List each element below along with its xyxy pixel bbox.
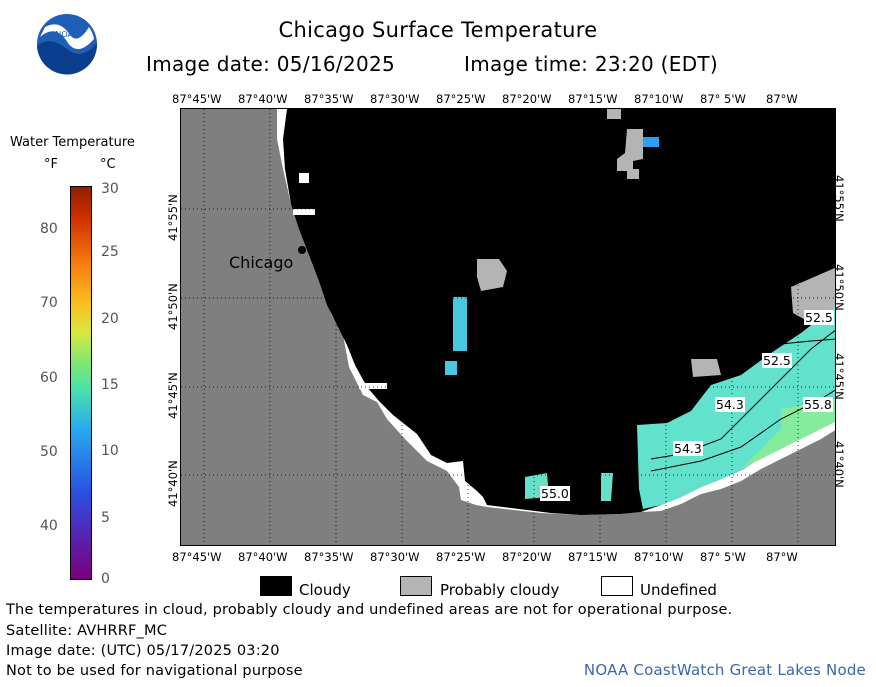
colorbar-tick-c: 15 xyxy=(101,377,119,393)
colorbar-tick-f: 80 xyxy=(40,221,58,237)
water-patch xyxy=(445,361,457,375)
legend-label-undefined: Undefined xyxy=(640,581,717,599)
contour-line xyxy=(740,338,835,360)
colorbar-title: Water Temperature xyxy=(10,135,135,150)
lon-label-top: 87°30'W xyxy=(370,92,420,106)
temp-label: 54.3 xyxy=(715,397,745,412)
lon-label-bottom: 87°15'W xyxy=(568,550,618,564)
satellite-note: Satellite: AVHRRF_MC xyxy=(6,623,168,639)
colorbar-tick-f: 60 xyxy=(40,370,58,386)
legend-swatch-cloudy xyxy=(260,576,292,596)
colorbar-tick-c: 0 xyxy=(101,571,110,587)
lon-label-top: 87°W xyxy=(766,92,798,106)
map-frame xyxy=(180,108,836,546)
lat-label-left: 41°50'N xyxy=(166,283,180,330)
disclaimer-note: The temperatures in cloud, probably clou… xyxy=(6,602,733,618)
lon-label-bottom: 87°10'W xyxy=(634,550,684,564)
temp-label: 55.0 xyxy=(540,486,570,501)
lon-label-bottom: 87°W xyxy=(766,550,798,564)
lon-label-top: 87°40'W xyxy=(238,92,288,106)
legend-swatch-probably-cloudy xyxy=(400,576,432,596)
colorbar-unit-c: °C xyxy=(100,157,116,172)
lat-label-left: 41°45'N xyxy=(166,372,180,419)
lat-label-right: 41°45'N xyxy=(832,353,846,400)
navigation-note: Not to be used for navigational purpose xyxy=(6,663,303,679)
colorbar-tick-f: 50 xyxy=(40,444,58,460)
page-title: Chicago Surface Temperature xyxy=(278,18,598,42)
water-patch xyxy=(601,473,613,501)
sst-map xyxy=(181,109,835,545)
lon-label-bottom: 87° 5'W xyxy=(700,550,746,564)
temp-label: 52.5 xyxy=(804,310,834,325)
lon-label-bottom: 87°25'W xyxy=(436,550,486,564)
lon-label-bottom: 87°30'W xyxy=(370,550,420,564)
colorbar xyxy=(70,186,92,580)
colorbar-tick-f: 70 xyxy=(40,295,58,311)
lat-label-right: 41°55'N xyxy=(832,175,846,222)
legend-label-cloudy: Cloudy xyxy=(299,581,351,599)
lon-label-top: 87°45'W xyxy=(172,92,222,106)
lon-label-bottom: 87°45'W xyxy=(172,550,222,564)
chicago-marker xyxy=(298,246,306,254)
utc-date-note: Image date: (UTC) 05/17/2025 03:20 xyxy=(6,643,280,659)
colorbar-tick-c: 5 xyxy=(101,510,110,526)
lat-label-left: 41°55'N xyxy=(166,194,180,241)
credit-text: NOAA CoastWatch Great Lakes Node xyxy=(583,661,866,679)
lon-label-top: 87° 5'W xyxy=(700,92,746,106)
colorbar-tick-c: 10 xyxy=(101,443,119,459)
lon-label-top: 87°25'W xyxy=(436,92,486,106)
colorbar-tick-c: 20 xyxy=(101,311,119,327)
logo-text: NOAA xyxy=(55,30,79,39)
lon-label-bottom: 87°40'W xyxy=(238,550,288,564)
lon-label-bottom: 87°35'W xyxy=(304,550,354,564)
legend-label-probably-cloudy: Probably cloudy xyxy=(440,581,560,599)
lon-label-bottom: 87°20'W xyxy=(502,550,552,564)
water-patch xyxy=(453,297,467,351)
colorbar-tick-f: 40 xyxy=(40,518,58,534)
image-date: Image date: 05/16/2025 xyxy=(146,52,396,76)
temp-label: 55.8 xyxy=(803,397,833,412)
water-patch xyxy=(643,137,659,147)
lat-label-right: 41°50'N xyxy=(832,264,846,311)
image-time: Image time: 23:20 (EDT) xyxy=(464,52,719,76)
water-patch xyxy=(741,399,835,469)
temp-label: 54.3 xyxy=(673,441,703,456)
city-label: Chicago xyxy=(229,253,294,272)
lon-label-top: 87°20'W xyxy=(502,92,552,106)
colorbar-unit-f: °F xyxy=(44,157,58,172)
lat-label-right: 41°40'N xyxy=(832,441,846,488)
colorbar-tick-c: 30 xyxy=(101,181,119,197)
noaa-logo-icon: NOAA xyxy=(37,14,98,75)
legend-swatch-undefined xyxy=(601,576,633,596)
lat-label-left: 41°40'N xyxy=(166,460,180,507)
temp-label: 52.5 xyxy=(762,353,792,368)
lon-label-top: 87°10'W xyxy=(634,92,684,106)
colorbar-tick-c: 25 xyxy=(101,244,119,260)
lon-label-top: 87°15'W xyxy=(568,92,618,106)
lon-label-top: 87°35'W xyxy=(304,92,354,106)
